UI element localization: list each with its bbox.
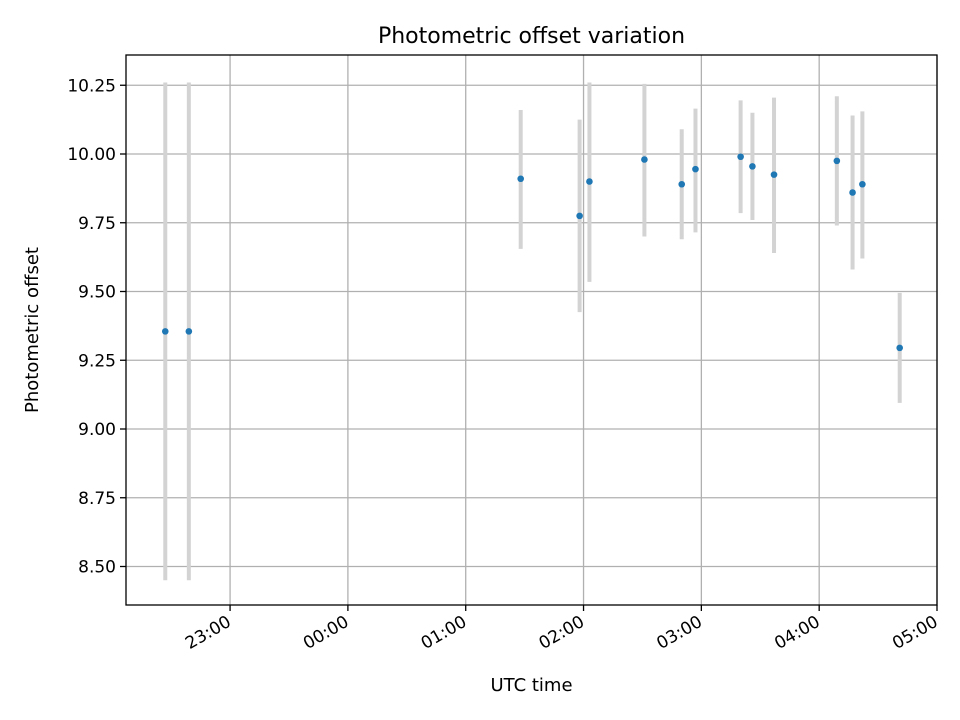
data-point [896, 344, 903, 352]
x-tick-label: 23:00 [182, 612, 234, 654]
data-point [678, 180, 686, 188]
y-tick-label: 10.00 [67, 145, 116, 165]
y-tick-label: 8.75 [78, 489, 116, 509]
y-tick-label: 8.50 [78, 558, 116, 578]
plot-frame [125, 54, 938, 606]
data-points [161, 153, 903, 352]
x-axis-label: UTC time [490, 675, 572, 696]
data-point [692, 165, 699, 173]
chart-title: Photometric offset variation [378, 24, 685, 49]
y-tick-label: 10.25 [67, 76, 116, 96]
y-axis-label: Photometric offset [22, 247, 43, 413]
x-tick-label: 04:00 [771, 612, 823, 654]
x-tick-label: 02:00 [536, 612, 588, 654]
x-tick-label: 05:00 [889, 612, 941, 654]
grid-lines [126, 55, 938, 605]
y-tick-label: 9.50 [78, 283, 116, 303]
data-point [833, 157, 841, 165]
data-point [737, 153, 744, 161]
error-bars [163, 82, 902, 581]
x-tick-label: 03:00 [653, 612, 705, 654]
data-point [586, 178, 593, 185]
data-point [185, 328, 193, 335]
data-point [576, 212, 583, 220]
y-tick-label: 9.75 [78, 214, 116, 234]
y-tick-label: 9.25 [78, 351, 116, 371]
data-point [641, 156, 648, 163]
data-point [161, 328, 169, 335]
data-point [517, 175, 524, 183]
x-tick-label: 00:00 [300, 612, 352, 654]
data-point [859, 180, 866, 188]
data-point [770, 171, 778, 178]
y-tick-label: 9.00 [78, 420, 116, 440]
x-axis-ticks: 23:00 00:00 01:00 02:00 03:00 04:00 05:00 [182, 605, 942, 654]
data-point [849, 189, 856, 196]
x-tick-label: 01:00 [418, 612, 470, 654]
data-point [749, 163, 756, 170]
y-axis-ticks: 8.50 8.75 9.00 9.25 9.50 9.75 10.00 10.25 [67, 76, 126, 578]
